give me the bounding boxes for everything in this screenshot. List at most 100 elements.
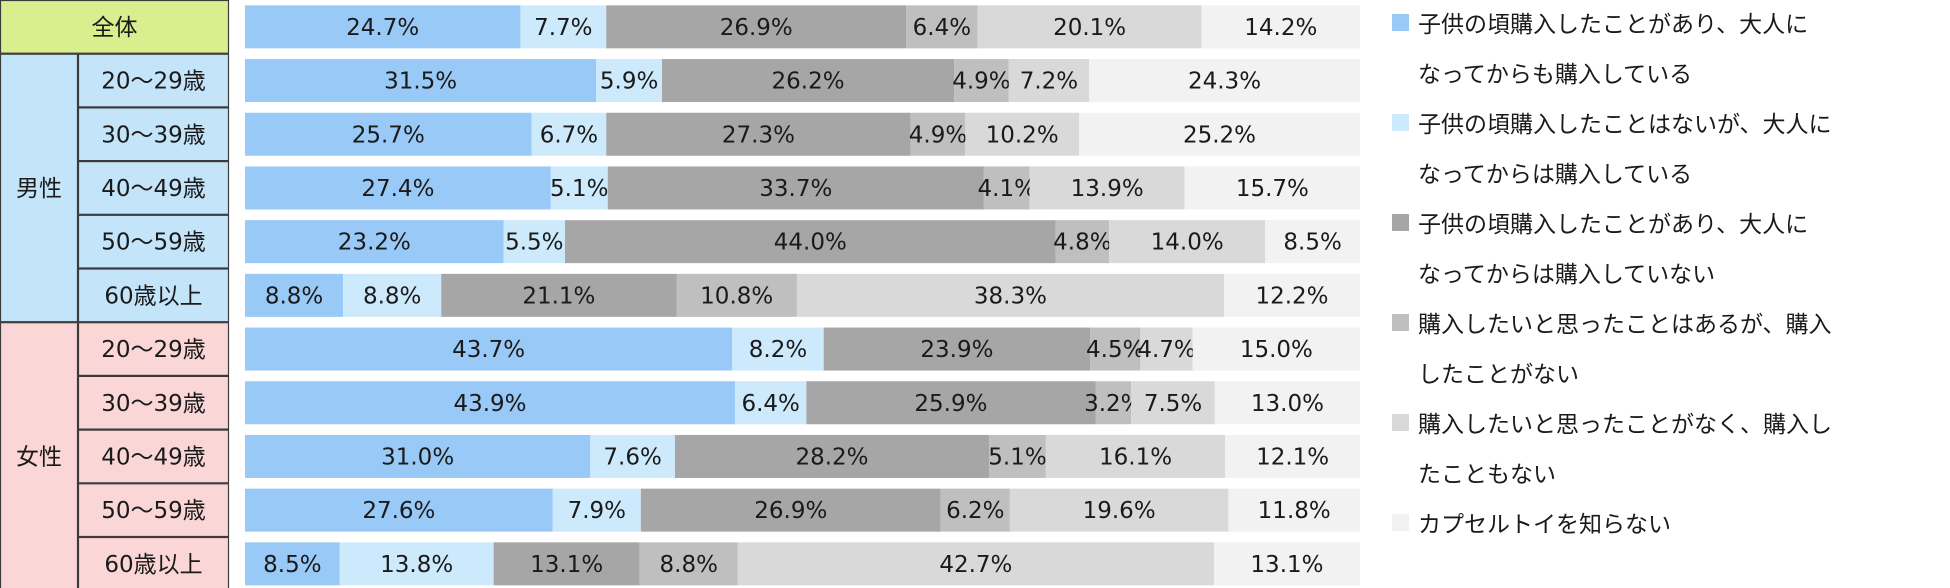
bar-segment [1029, 166, 1185, 210]
legend-label-line: 子供の頃購入したことがあり、大人に [1418, 212, 1809, 238]
bar-segment [1055, 220, 1110, 264]
legend-label-line: なってからも購入している [1418, 62, 1693, 88]
bar-segment [1223, 273, 1360, 317]
group-label: 全体 [92, 15, 138, 41]
legend-swatch [1392, 314, 1409, 331]
category-cell [77, 536, 230, 588]
legend-item: 子供の頃購入したことはないが、大人に なってからは購入している [1392, 100, 1932, 200]
bar-value-label: 7.7% [534, 15, 592, 41]
bar-segment [245, 5, 521, 49]
bar-segment [983, 166, 1030, 210]
bar-value-label: 5.1% [988, 444, 1046, 470]
legend: 子供の頃購入したことがあり、大人に なってからも購入している 子供の頃購入したことは… [1392, 0, 1950, 588]
bar-segment [732, 327, 824, 371]
bar-segment [245, 381, 735, 425]
bar-segment [245, 273, 344, 317]
bar-value-label: 16.1% [1099, 444, 1172, 470]
bar-value-label: 28.2% [795, 444, 868, 470]
category-cell [77, 375, 230, 430]
bar-value-label: 8.5% [1283, 230, 1341, 256]
bar-segment [245, 542, 340, 586]
legend-swatch [1392, 514, 1409, 531]
bar-value-label: 25.9% [914, 391, 987, 417]
bar-value-label: 6.2% [946, 498, 1004, 524]
bar-segment [1009, 488, 1229, 532]
bar-value-label: 5.9% [600, 69, 658, 95]
legend-swatch [1392, 214, 1409, 231]
bar-value-label: 12.2% [1255, 283, 1328, 309]
bar-value-label: 27.4% [361, 176, 434, 202]
bar-value-label: 26.9% [754, 498, 827, 524]
bar-segment [606, 5, 907, 49]
bar-segment [734, 381, 807, 425]
bar-value-label: 6.4% [741, 391, 799, 417]
legend-swatch [1392, 114, 1409, 131]
bar-segment [662, 59, 955, 103]
bar-value-label: 15.0% [1240, 337, 1313, 363]
bar-value-label: 25.2% [1183, 122, 1256, 148]
bar-segment [676, 273, 797, 317]
bar-value-label: 31.5% [384, 69, 457, 95]
category-cell [77, 268, 230, 323]
legend-swatch [1392, 414, 1409, 431]
category-cell [77, 161, 230, 215]
legend-swatch [1392, 14, 1409, 31]
bar-segment [954, 59, 1009, 103]
legend-label: 子供の頃購入したことがあり、大人に なってからも購入している [1418, 0, 1918, 100]
bar-value-label: 14.0% [1151, 230, 1224, 256]
bar-value-label: 7.9% [568, 498, 626, 524]
bar-value-label: 23.9% [920, 337, 993, 363]
category-label: 40～49歳 [101, 444, 206, 470]
bar-segment [590, 434, 675, 478]
bar-value-label: 27.6% [362, 498, 435, 524]
bar-value-label: 11.8% [1258, 498, 1331, 524]
legend-label-line: なってからは購入している [1418, 162, 1693, 188]
bar-value-label: 7.2% [1020, 69, 1078, 95]
bar-value-label: 31.0% [381, 444, 454, 470]
legend-label-line: たこともない [1418, 462, 1556, 488]
bar-value-label: 10.2% [986, 122, 1059, 148]
bar-segment [245, 220, 504, 264]
bar-value-label: 7.6% [603, 444, 661, 470]
bar-segment [245, 166, 551, 210]
bar-segment [565, 220, 1056, 264]
bar-value-label: 33.7% [759, 176, 832, 202]
bar-value-label: 24.7% [346, 15, 419, 41]
bar-segment [1184, 166, 1360, 210]
legend-label: 子供の頃購入したことがあり、大人に なってからは購入していない [1418, 200, 1918, 300]
legend-label: カプセルトイを知らない [1418, 500, 1918, 550]
bar-value-label: 26.9% [720, 15, 793, 41]
bar-segment [977, 5, 1202, 49]
bar-value-label: 10.8% [700, 283, 773, 309]
bar-segment [493, 542, 640, 586]
bar-value-label: 4.5% [1086, 337, 1144, 363]
bar-value-label: 4.1% [978, 176, 1036, 202]
legend-label-line: カプセルトイを知らない [1418, 512, 1671, 538]
legend-item: 購入したいと思ったことがなく、購入し たこともない [1392, 400, 1932, 500]
bar-segment [503, 220, 566, 264]
legend-label-line: したことがない [1418, 362, 1579, 388]
bar-segment [965, 112, 1080, 156]
bar-value-label: 15.7% [1236, 176, 1309, 202]
bar-segment [940, 488, 1010, 532]
bar-segment [989, 434, 1046, 478]
bar-value-label: 13.1% [530, 552, 603, 578]
legend-item: カプセルトイを知らない [1392, 500, 1932, 550]
bar-segment [1228, 488, 1360, 532]
bar-segment [245, 327, 733, 371]
bar-value-label: 4.9% [909, 122, 967, 148]
bar-segment [339, 542, 494, 586]
bar-value-label: 12.1% [1256, 444, 1329, 470]
bar-value-label: 5.1% [550, 176, 608, 202]
bar-segment [245, 434, 591, 478]
bar-value-label: 24.3% [1188, 69, 1261, 95]
bar-value-label: 25.7% [352, 122, 425, 148]
bar-segment [552, 488, 641, 532]
bar-segment [640, 488, 941, 532]
bar-segment [639, 542, 738, 586]
bar-segment [531, 112, 607, 156]
bar-value-label: 21.1% [522, 283, 595, 309]
bar-segment [245, 59, 597, 103]
bar-value-label: 7.5% [1144, 391, 1202, 417]
category-label: 30～39歳 [101, 391, 206, 417]
